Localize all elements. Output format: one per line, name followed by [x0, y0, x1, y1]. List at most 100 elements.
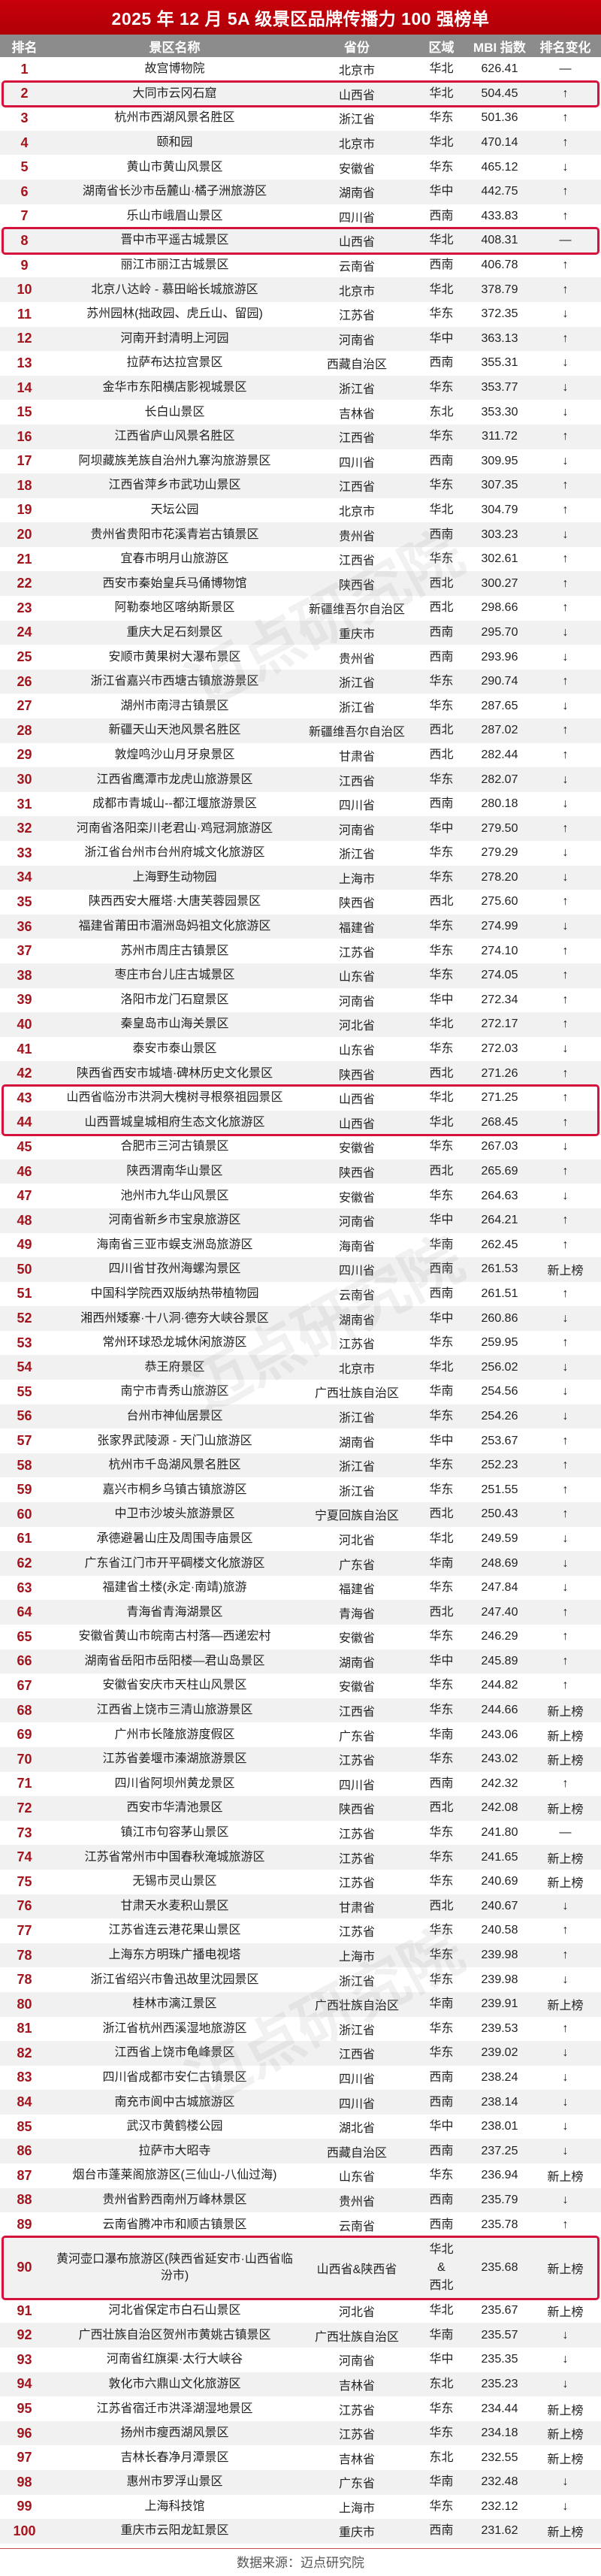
rank-change-indicator: — [559, 234, 572, 247]
province-cell: 江西省 [338, 432, 375, 446]
province-cell: 山西省 [338, 1117, 375, 1131]
province-cell: 云南省 [338, 261, 375, 274]
rank-cell: 76 [17, 1898, 32, 1914]
province-cell: 四川省 [338, 800, 375, 813]
rank-cell: 39 [17, 992, 32, 1008]
rank-change-indicator: ↓ [562, 1973, 569, 1986]
rank-cell: 88 [17, 2192, 32, 2208]
table-row: 78 浙江省绍兴市鲁迅故里沈园景区 浙江省 华东 239.98 ↓ [0, 1967, 601, 1992]
table-row: 88 贵州省黔西南州万峰林景区 贵州省 西南 235.79 ↓ [0, 2187, 601, 2213]
rank-change-indicator: ↑ [562, 1459, 569, 1472]
mbi-cell: 274.99 [481, 920, 518, 933]
rank-change-indicator: ↑ [562, 1286, 569, 1300]
province-cell: 安徽省 [338, 162, 375, 176]
rank-change-indicator: ↑ [562, 1165, 569, 1178]
province-cell: 北京市 [338, 505, 375, 519]
mbi-cell: 238.24 [481, 2070, 518, 2084]
rank-change-indicator: ↑ [562, 601, 569, 615]
region-cell: 西南 [429, 2095, 454, 2109]
mbi-cell: 290.74 [481, 675, 518, 688]
province-cell: 山东省 [338, 971, 375, 984]
rank-cell: 34 [17, 869, 32, 885]
rank-change-indicator: ↓ [562, 2193, 569, 2206]
rank-change-indicator: 新上榜 [547, 2526, 584, 2540]
rank-cell: 47 [17, 1188, 32, 1204]
name-cell: 苏州市周庄古镇景区 [120, 944, 229, 957]
province-cell: 四川省 [338, 2073, 375, 2086]
name-cell: 贵州省贵阳市花溪青岩古镇景区 [90, 528, 259, 541]
table-row: 93 河南省红旗渠·太行大峡谷 河南省 华中 235.35 ↓ [0, 2348, 601, 2372]
name-cell: 台州市神仙居景区 [126, 1409, 223, 1423]
region-cell: 华东 [429, 111, 454, 125]
mbi-cell: 238.01 [481, 2120, 518, 2133]
rank-change-indicator: ↑ [562, 1630, 569, 1643]
region-cell: 华北 [429, 136, 454, 150]
table-row: 3 杭州市西湖风景名胜区 浙江省 华东 501.36 ↑ [0, 106, 601, 131]
rank-change-indicator: ↓ [562, 356, 569, 370]
rank-cell: 70 [17, 1751, 32, 1767]
rank-cell: 27 [17, 698, 32, 714]
rank-change-indicator: ↑ [562, 1336, 569, 1350]
mbi-cell: 232.12 [481, 2499, 518, 2513]
table-row: 17 阿坝藏族羌族自治州九寨沟旅游景区 四川省 西南 309.95 ↓ [0, 449, 601, 474]
name-cell: 浙江省绍兴市鲁迅故里沈园景区 [90, 1973, 259, 1986]
mbi-cell: 278.20 [481, 870, 518, 884]
table-row: 95 江苏省宿迁市洪泽湖湿地景区 江苏省 华东 234.44 新上榜 [0, 2396, 601, 2421]
rank-cell: 43 [17, 1090, 32, 1105]
table-row: 44 山西晋城皇城相府生态文化旅游区 山西省 华北 268.45 ↑ [0, 1110, 601, 1135]
region-cell: 华东 [429, 2021, 454, 2035]
mbi-cell: 253.67 [481, 1434, 518, 1447]
table-row: 67 安徽省安庆市天柱山风景区 安徽省 华东 244.82 ↑ [0, 1673, 601, 1698]
province-cell: 江西省 [338, 2048, 375, 2062]
province-cell: 浙江省 [338, 1411, 375, 1425]
mbi-cell: 239.98 [481, 1949, 518, 1962]
province-cell: 河南省 [338, 2355, 375, 2369]
table-row: 46 陕西渭南华山景区 陕西省 西北 265.69 ↑ [0, 1159, 601, 1184]
rank-change-indicator: 新上榜 [547, 2306, 584, 2320]
table-row: 30 江西省鹰潭市龙虎山旅游景区 江西省 华东 282.07 ↓ [0, 767, 601, 792]
name-cell: 江苏省宿迁市洪泽湖湿地景区 [96, 2402, 253, 2415]
mbi-cell: 504.45 [481, 86, 518, 100]
table-row: 56 台州市神仙居景区 浙江省 华东 254.26 ↓ [0, 1404, 601, 1429]
rank-change-indicator: ↓ [562, 1409, 569, 1423]
mbi-cell: 232.48 [481, 2475, 518, 2489]
name-cell: 乐山市峨眉山景区 [126, 209, 223, 222]
name-cell: 江苏省姜堰市溱湖旅游景区 [102, 1752, 247, 1766]
name-cell: 江西省庐山风景名胜区 [114, 430, 235, 443]
rank-cell: 16 [17, 428, 32, 444]
table-row: 27 湖州市南浔古镇景区 浙江省 华东 287.65 ↓ [0, 694, 601, 718]
rank-change-indicator: ↑ [562, 1924, 569, 1937]
region-cell: 华东 [429, 1875, 454, 1888]
region-cell: 华东 [429, 1409, 454, 1423]
table-row: 35 陕西西安大雁塔·大唐芙蓉园景区 陕西省 西北 275.60 ↑ [0, 890, 601, 915]
rank-cell: 48 [17, 1212, 32, 1228]
rank-change-indicator: ↓ [562, 920, 569, 933]
table-row: 64 青海省青海湖景区 青海省 西北 247.40 ↑ [0, 1600, 601, 1625]
region-cell: 华东 [429, 920, 454, 933]
province-cell: 广东省 [338, 1730, 375, 1743]
table-row: 71 四川省阿坝州黄龙景区 四川省 西南 242.32 ↑ [0, 1772, 601, 1797]
mbi-cell: 304.79 [481, 503, 518, 516]
mbi-cell: 241.65 [481, 1850, 518, 1864]
mbi-cell: 287.65 [481, 699, 518, 712]
region-cell: 西南 [429, 625, 454, 639]
rank-change-indicator: ↑ [562, 821, 569, 835]
rank-cell: 92 [17, 2327, 32, 2343]
name-cell: 云南省腾冲市和顺古镇景区 [102, 2218, 247, 2231]
rank-change-indicator: ↑ [562, 944, 569, 957]
region-cell: 华北 [429, 234, 454, 247]
table-row: 47 池州市九华山风景区 安徽省 华东 264.63 ↓ [0, 1184, 601, 1208]
table-row: 16 江西省庐山风景名胜区 江西省 华东 311.72 ↑ [0, 424, 601, 449]
name-cell: 阿勒泰地区喀纳斯景区 [114, 601, 235, 615]
rank-change-indicator: ↓ [562, 797, 569, 811]
rank-cell: 46 [17, 1163, 32, 1179]
rank-change-indicator: ↑ [562, 895, 569, 909]
table-row: 55 南宁市青秀山旅游区 广西壮族自治区 华南 254.56 ↓ [0, 1380, 601, 1404]
region-cell: 华东 [429, 479, 454, 492]
rank-cell: 26 [17, 673, 32, 689]
name-cell: 桂林市漓江景区 [132, 1997, 217, 2011]
province-cell: 江苏省 [338, 1877, 375, 1891]
rank-change-indicator: ↓ [562, 1581, 569, 1595]
name-cell: 秦皇岛市山海关景区 [120, 1017, 229, 1031]
rank-change-indicator: ↑ [562, 479, 569, 492]
